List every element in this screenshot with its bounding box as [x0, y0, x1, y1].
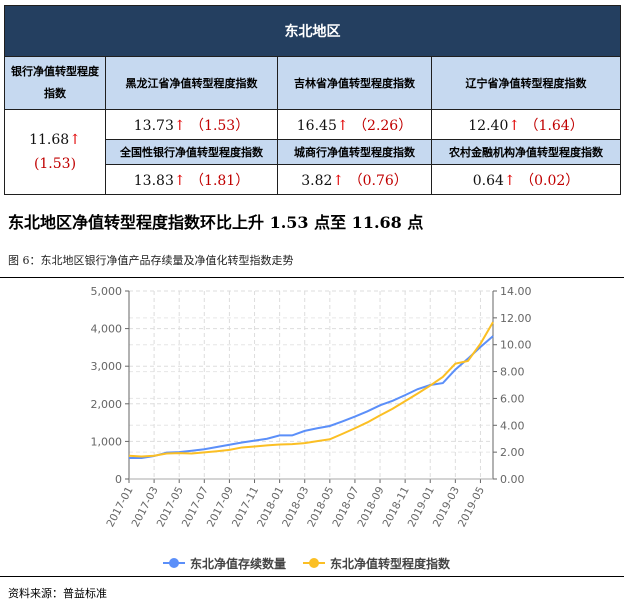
- right-tick-label: 10.00: [500, 339, 532, 352]
- region-header: 东北地区: [4, 5, 621, 57]
- left-tick-label: 5,000: [91, 285, 123, 298]
- right-tick-label: 2.00: [500, 446, 525, 459]
- legend-label-2: 东北净值转型程度指数: [330, 556, 451, 571]
- right-tick-label: 0.00: [500, 473, 525, 486]
- source-note: 资料来源：普益标准: [8, 587, 107, 600]
- series-line-2: [128, 321, 494, 458]
- right-tick-label: 12.00: [500, 312, 532, 325]
- heilongjiang-value: 13.73↑ （1.53）: [105, 109, 278, 140]
- left-tick-label: 4,000: [91, 323, 123, 336]
- series-line-1: [129, 335, 494, 459]
- city-bank-label: 城商行净值转型程度指数: [277, 139, 432, 165]
- section-heading: 东北地区净值转型程度指数环比上升 1.53 点至 11.68 点: [8, 213, 424, 232]
- liaoning-label: 辽宁省净值转型程度指数: [431, 56, 621, 110]
- figure-caption: 图 6：东北地区银行净值产品存续量及净值化转型指数走势: [8, 254, 294, 267]
- legend-label-1: 东北净值存续数量: [190, 556, 286, 571]
- jilin-label: 吉林省净值转型程度指数: [277, 56, 432, 110]
- line-chart: 0 1,000 2,000 3,000 4,000 5,000 0.00 2.00 4.00 6.…: [91, 285, 532, 571]
- left-tick-label: 1,000: [91, 435, 123, 448]
- right-tick-label: 4.00: [500, 419, 525, 432]
- rural-bank-label: 农村金融机构净值转型程度指数: [431, 139, 621, 165]
- left-tick-label: 3,000: [91, 360, 123, 373]
- legend-marker-1: [169, 558, 179, 568]
- legend-marker-2: [309, 558, 319, 568]
- liaoning-value: 12.40↑ （1.64）: [431, 109, 621, 140]
- national-bank-label: 全国性银行净值转型程度指数: [105, 139, 278, 165]
- right-tick-label: 14.00: [500, 285, 532, 298]
- right-tick-label: 8.00: [500, 366, 525, 379]
- left-tick-label: 2,000: [91, 398, 123, 411]
- heilongjiang-label: 黑龙江省净值转型程度指数: [105, 56, 278, 110]
- chart-bottom-rule: [0, 576, 624, 577]
- chart-top-rule: [0, 277, 624, 278]
- left-tick-label: 0: [115, 473, 122, 486]
- right-tick-label: 6.00: [500, 392, 525, 405]
- city-bank-value: 3.82↑ （0.76）: [277, 164, 432, 195]
- jilin-value: 16.45↑ （2.26）: [277, 109, 432, 140]
- rural-bank-value: 0.64↑ （0.02）: [431, 164, 621, 195]
- overall-label: 银行净值转型程度指数: [4, 56, 106, 110]
- region-index-table: 东北地区 银行净值转型程度指数 黑龙江省净值转型程度指数 吉林省净值转型程度指数…: [4, 5, 621, 195]
- national-bank-value: 13.83↑ （1.81）: [105, 164, 278, 195]
- overall-value: 11.68↑ (1.53): [4, 109, 106, 195]
